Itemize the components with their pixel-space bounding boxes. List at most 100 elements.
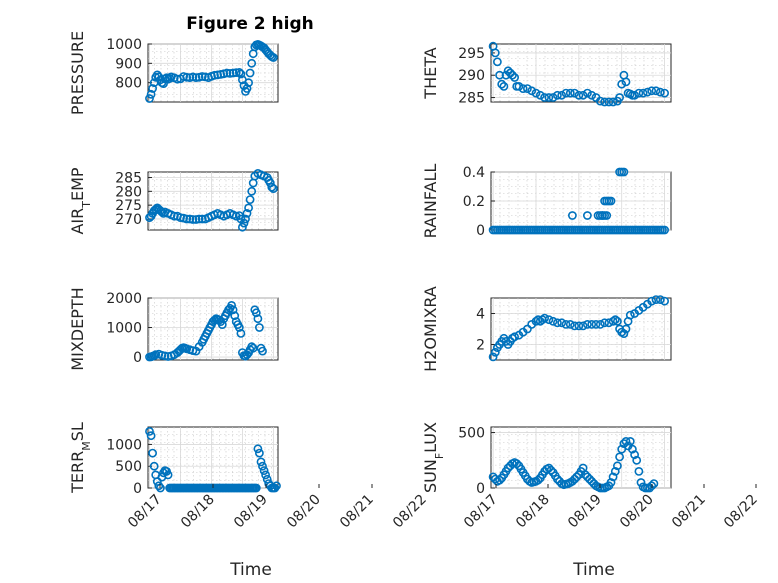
data-point	[557, 90, 567, 100]
subplot-6: 2 4 H2OMIXRA	[421, 286, 672, 372]
subplot-5: 0 1000 2000 MIXDEPTH	[68, 287, 279, 371]
y-tick-label: 4	[476, 307, 485, 323]
data-point	[608, 97, 618, 107]
data-point	[632, 455, 642, 465]
data-point	[595, 96, 605, 106]
data-point	[647, 296, 657, 306]
data-point	[649, 479, 659, 488]
data-point	[634, 88, 644, 98]
data-point	[495, 475, 504, 485]
y-tick-label: 900	[115, 56, 142, 72]
data-point	[247, 342, 257, 352]
data-point	[188, 215, 198, 224]
data-point	[643, 87, 652, 97]
data-point	[145, 426, 154, 436]
data-point	[557, 318, 567, 328]
x-tick-label: 08/17	[461, 492, 501, 532]
x-tick-label: 08/19	[565, 492, 605, 532]
data-point	[572, 472, 582, 482]
data-point	[222, 68, 232, 78]
data-point	[638, 88, 648, 98]
data-point	[660, 225, 669, 235]
x-tick-label: 08/21	[669, 492, 709, 532]
data-point	[523, 324, 532, 334]
data-point	[583, 211, 592, 220]
data-point	[535, 90, 545, 100]
data-point	[258, 346, 267, 356]
data-point	[625, 310, 635, 320]
data-point	[236, 69, 246, 79]
data-point	[655, 87, 665, 97]
data-point	[228, 305, 238, 315]
data-point	[578, 90, 588, 100]
y-tick-label: 800	[115, 76, 142, 92]
data-point	[621, 77, 631, 87]
subplot-8: 0 500 SUNFLUX 08/17 08/18 08/19 08/20 08/21 08/2…	[421, 422, 761, 580]
data-point	[194, 214, 204, 224]
data-point	[619, 329, 629, 338]
data-point	[241, 214, 250, 224]
data-point	[587, 319, 597, 329]
data-point	[259, 466, 269, 475]
data-point	[230, 311, 240, 321]
y-tick-label: 0.2	[463, 194, 485, 210]
data-point	[242, 208, 252, 218]
data-point	[191, 73, 201, 82]
data-point	[514, 82, 524, 91]
data-point	[660, 296, 669, 306]
data-point	[148, 448, 157, 458]
data-point	[634, 466, 644, 476]
y-tick-label: 295	[458, 46, 485, 62]
data-point	[613, 316, 622, 326]
figure-title: Figure 2 high	[186, 14, 314, 34]
data-point	[523, 84, 532, 93]
subplot-2: 285 290 295 THETA	[421, 41, 672, 107]
data-point	[625, 436, 635, 446]
data-point	[606, 478, 616, 487]
data-point	[655, 295, 665, 304]
data-point	[636, 478, 646, 487]
y-tick-label: 285	[458, 91, 485, 107]
x-axis-label: Time	[572, 560, 615, 580]
data-point	[591, 319, 601, 329]
data-point	[490, 48, 500, 58]
data-point	[606, 196, 616, 206]
data-point	[574, 321, 584, 331]
data-point	[497, 79, 507, 89]
y-tick-label: 1000	[106, 437, 142, 453]
y-tick-label: 1000	[106, 321, 142, 337]
data-point	[146, 89, 156, 99]
data-point	[628, 444, 637, 454]
x-tick-label: 08/20	[284, 492, 324, 532]
data-point	[553, 90, 562, 100]
data-point	[570, 88, 579, 98]
y-axis-label: THETA	[421, 47, 440, 99]
data-point	[540, 93, 549, 102]
data-point	[261, 470, 270, 480]
x-tick-label: 08/18	[513, 492, 553, 532]
data-point	[163, 470, 173, 480]
data-point	[600, 318, 609, 328]
data-point	[268, 53, 278, 62]
data-point	[548, 316, 558, 326]
data-point	[561, 88, 571, 98]
data-point	[245, 68, 255, 78]
data-point	[610, 315, 620, 325]
data-point	[615, 93, 624, 102]
data-point	[512, 459, 522, 468]
data-point	[492, 57, 502, 67]
x-tick-label: 08/19	[231, 492, 271, 532]
data-point	[546, 465, 556, 475]
data-point	[210, 70, 219, 80]
data-point	[145, 94, 154, 103]
data-point	[602, 211, 612, 220]
data-point	[510, 73, 519, 82]
data-point	[583, 319, 592, 329]
x-tick-label: 08/22	[721, 492, 761, 532]
x-tick-label: 08/21	[337, 492, 377, 532]
data-point	[146, 431, 156, 441]
y-tick-label: 270	[115, 212, 142, 228]
data-point	[217, 320, 227, 329]
